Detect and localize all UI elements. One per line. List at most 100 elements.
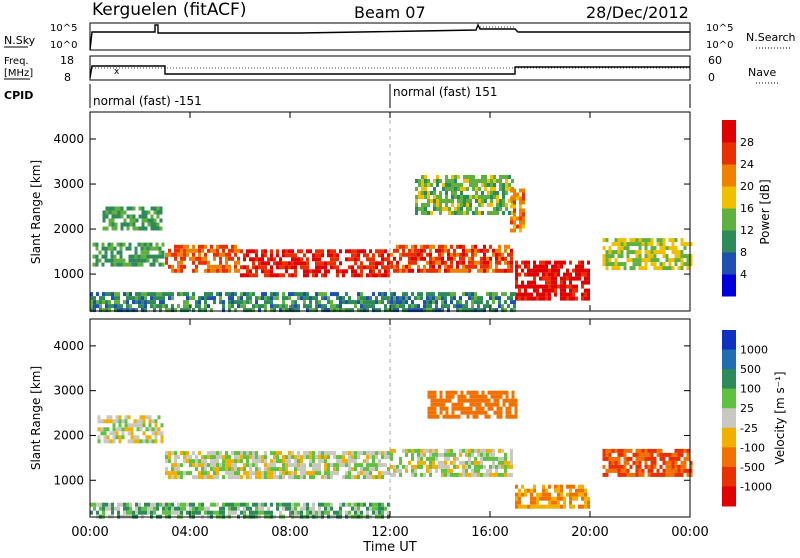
power-cell bbox=[396, 296, 399, 301]
velocity-cell bbox=[192, 506, 195, 511]
velocity-cell bbox=[435, 456, 438, 461]
power-cell bbox=[450, 244, 453, 249]
power-cell bbox=[459, 300, 462, 305]
velocity-cell bbox=[237, 506, 240, 511]
power-cell bbox=[481, 179, 484, 183]
velocity-cell bbox=[354, 475, 357, 480]
power-cell bbox=[474, 308, 477, 313]
velocity-cell bbox=[539, 492, 542, 497]
velocity-cell bbox=[480, 452, 483, 457]
velocity-cell bbox=[496, 414, 500, 419]
power-cell bbox=[435, 260, 438, 265]
power-cell bbox=[387, 308, 390, 313]
power-cell bbox=[451, 195, 454, 199]
power-cell bbox=[357, 300, 360, 305]
velocity-cell bbox=[135, 506, 138, 511]
noise-tick-top-left: 10^5 bbox=[50, 23, 77, 34]
power-cell bbox=[123, 300, 126, 305]
power-cell bbox=[626, 258, 630, 263]
velocity-cell bbox=[477, 460, 480, 465]
power-cell bbox=[686, 254, 690, 259]
power-cell bbox=[557, 264, 560, 269]
power-cell bbox=[183, 248, 186, 253]
velocity-cell bbox=[279, 502, 282, 507]
power-cell bbox=[387, 257, 390, 262]
power-cell bbox=[644, 246, 648, 251]
velocity-cell bbox=[518, 504, 521, 509]
velocity-cell bbox=[309, 463, 312, 468]
power-cell bbox=[369, 269, 372, 274]
power-cell bbox=[183, 304, 186, 309]
power-cell bbox=[378, 249, 381, 254]
velocity-cell bbox=[433, 398, 437, 403]
velocity-cell bbox=[683, 460, 687, 465]
power-cell bbox=[462, 292, 465, 297]
power-cell bbox=[207, 264, 210, 269]
power-cell bbox=[108, 308, 111, 313]
power-cell bbox=[587, 280, 590, 285]
velocity-cell bbox=[312, 455, 315, 460]
velocity-cell bbox=[477, 448, 480, 453]
power-cell bbox=[198, 244, 201, 249]
power-cell bbox=[451, 191, 454, 195]
velocity-cell bbox=[439, 406, 443, 411]
power-cell bbox=[414, 244, 417, 249]
power-cell bbox=[159, 304, 162, 309]
velocity-cell bbox=[435, 452, 438, 457]
power-cell bbox=[114, 222, 118, 227]
power-cell bbox=[354, 257, 357, 262]
power-colorbar-swatch bbox=[722, 252, 736, 275]
velocity-cell bbox=[210, 475, 213, 480]
power-cell bbox=[330, 300, 333, 305]
power-cell bbox=[246, 296, 249, 301]
power-cell bbox=[150, 300, 153, 305]
velocity-cell bbox=[384, 463, 387, 468]
velocity-cell bbox=[474, 460, 477, 465]
power-cell bbox=[318, 261, 321, 266]
power-cell bbox=[318, 304, 321, 309]
power-cell bbox=[120, 304, 123, 309]
velocity-cell bbox=[429, 468, 432, 473]
velocity-cell bbox=[560, 496, 563, 501]
power-cell bbox=[480, 300, 483, 305]
power-cell bbox=[444, 304, 447, 309]
power-cell bbox=[487, 203, 490, 207]
power-ytick-label: 4000 bbox=[53, 132, 84, 146]
velocity-cell bbox=[510, 456, 513, 461]
power-cell bbox=[551, 268, 554, 273]
power-cell bbox=[228, 264, 231, 269]
power-cell bbox=[156, 304, 159, 309]
power-cell bbox=[303, 261, 306, 266]
velocity-cell bbox=[468, 472, 471, 477]
power-cell bbox=[213, 256, 216, 261]
power-cell bbox=[180, 260, 183, 265]
velocity-cell bbox=[297, 455, 300, 460]
power-cell bbox=[147, 210, 151, 215]
power-cell bbox=[282, 300, 285, 305]
velocity-cell bbox=[234, 510, 237, 515]
power-cell bbox=[146, 242, 150, 247]
power-cell bbox=[405, 296, 408, 301]
velocity-cell bbox=[121, 419, 125, 424]
velocity-cell bbox=[587, 500, 590, 505]
power-cell bbox=[107, 258, 111, 263]
power-cell bbox=[192, 308, 195, 313]
velocity-cell bbox=[430, 406, 434, 411]
velocity-cell bbox=[120, 502, 123, 507]
power-cell bbox=[339, 308, 342, 313]
power-cell bbox=[480, 296, 483, 301]
power-cell bbox=[486, 300, 489, 305]
power-colorbar-swatch bbox=[722, 120, 736, 143]
freq-trace bbox=[89, 65, 690, 79]
power-cell bbox=[620, 250, 624, 255]
power-cell bbox=[149, 242, 153, 247]
power-cell bbox=[424, 191, 427, 195]
power-cell bbox=[498, 260, 501, 265]
velocity-cell bbox=[629, 448, 633, 453]
power-cell bbox=[273, 292, 276, 297]
velocity-cell bbox=[303, 471, 306, 476]
power-cell bbox=[120, 210, 124, 215]
power-cell bbox=[421, 207, 424, 211]
velocity-cell bbox=[351, 459, 354, 464]
velocity-cell bbox=[602, 456, 606, 461]
